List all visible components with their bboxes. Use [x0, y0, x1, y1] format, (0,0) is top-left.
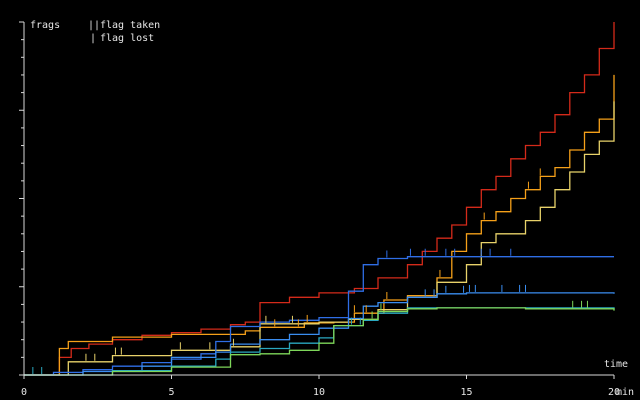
x-tick-label-0: 0	[21, 387, 27, 398]
flag-ticks-layer	[32, 168, 588, 374]
x-axis-label: time	[604, 359, 628, 370]
series-line-7	[24, 307, 615, 376]
flag-taken-marker: ||	[88, 20, 100, 31]
series-line-4	[24, 256, 614, 376]
series-layer	[24, 22, 615, 376]
series-line-2	[24, 74, 615, 376]
series-line-3	[24, 101, 615, 376]
series-line-5	[24, 292, 615, 376]
x-tick-label-3: 15	[460, 387, 472, 398]
flag-lost-label: flag lost	[100, 33, 154, 44]
y-axis-label: frags	[30, 20, 60, 31]
axes	[19, 21, 615, 379]
flag-lost-marker: |	[90, 33, 96, 44]
x-tick-label-2: 10	[313, 387, 325, 398]
x-tick-label-1: 5	[168, 387, 174, 398]
x-tick-labels: 0 5 10 15 20	[21, 387, 620, 398]
legend: frags || flag taken | flag lost	[30, 20, 160, 44]
x-axis-unit: min	[616, 387, 634, 398]
flag-taken-label: flag taken	[100, 20, 160, 31]
x-tick-label-4: 20	[608, 387, 620, 398]
